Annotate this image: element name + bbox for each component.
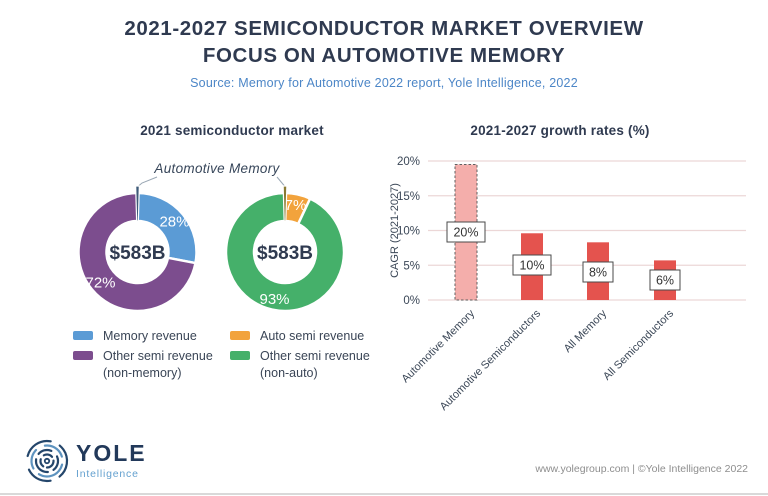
y-tick-label: 20% (397, 156, 420, 168)
x-category-label: All Semiconductors (601, 307, 676, 382)
title-line-2: FOCUS ON AUTOMOTIVE MEMORY (202, 43, 566, 67)
donut-slice-label: 72% (85, 275, 115, 292)
donut-center-label: $583B (110, 243, 166, 264)
logo-subtext: Intelligence (76, 468, 139, 480)
legend-memory: Memory revenue Other semi revenue (non-m… (73, 328, 213, 385)
bar-value-label: 6% (656, 274, 674, 288)
legend-label-line: Memory revenue (103, 329, 197, 343)
y-axis-label: CAGR (2021-2027) (389, 183, 401, 278)
logo-wordmark: YOLE (76, 440, 147, 466)
legend-label-line: Auto semi revenue (260, 329, 365, 343)
legend-label: Memory revenue (103, 328, 197, 344)
legend-swatch-other-semi-nonmemory (73, 351, 93, 361)
legend-label-line: (non-memory) (103, 365, 182, 380)
footer-credit: www.yolegroup.com | ©Yole Intelligence 2… (535, 463, 748, 475)
y-tick-label: 5% (403, 260, 420, 272)
legend-item-auto-semi-revenue: Auto semi revenue (230, 328, 370, 344)
donut-center-label: $583B (257, 243, 313, 264)
legend-label: Other semi revenue (non-auto) (260, 348, 370, 381)
donut-slice (224, 191, 346, 313)
annotation-line-right (276, 176, 285, 187)
donut-charts-svg: 28% 72% $583B 7% 93% $583B (77, 176, 346, 313)
legend-item-memory-revenue: Memory revenue (73, 328, 213, 344)
y-tick-label: 15% (397, 191, 420, 203)
bar-value-box (446, 221, 486, 243)
bar-section-title: 2021-2027 growth rates (%) (470, 123, 650, 138)
legend-swatch-memory-revenue (73, 331, 93, 340)
x-category-label: All Memory (562, 307, 610, 355)
yole-logo-icon (25, 439, 69, 483)
legend-label-line: Other semi revenue (103, 349, 213, 364)
donut-callout-sliver (282, 185, 288, 222)
automotive-memory-annotation: Automotive Memory (154, 161, 280, 176)
yole-logo: YOLE Intelligence (24, 438, 147, 484)
legend-item-other-semi-nonauto: Other semi revenue (non-auto) (230, 348, 370, 381)
donut-callout-sliver (135, 185, 140, 222)
legend-label-line: (non-auto) (260, 365, 318, 380)
yole-logo-text: YOLE Intelligence (76, 440, 147, 481)
donut-section-title: 2021 semiconductor market (140, 123, 324, 138)
legend-label: Auto semi revenue (260, 328, 364, 344)
source-subtitle: Source: Memory for Automotive 2022 repor… (190, 76, 578, 91)
legend-auto: Auto semi revenue Other semi revenue (no… (230, 328, 370, 385)
bar-chart-svg: 0% 5% 10% 15% 20% CAGR (2021-2027) Automotive … (389, 156, 746, 413)
donut-slice (77, 191, 197, 313)
bar-value-label: 20% (453, 226, 478, 240)
donut-slice-label: 93% (260, 291, 290, 308)
donut-slice (136, 191, 198, 265)
bar-value-box (512, 254, 552, 276)
bar-value-box (582, 261, 614, 283)
legend-swatch-auto-semi-revenue (230, 331, 250, 340)
bar-value-label: 10% (519, 259, 544, 273)
legend-label-line: Other semi revenue (260, 349, 370, 364)
annotation-line-left (138, 176, 158, 187)
y-tick-label: 0% (403, 295, 420, 307)
title-line-1: 2021-2027 SEMICONDUCTOR MARKET OVERVIEW (124, 17, 644, 40)
page-title: 2021-2027 SEMICONDUCTOR MARKET OVERVIEW … (0, 16, 768, 69)
header: 2021-2027 SEMICONDUCTOR MARKET OVERVIEW … (0, 16, 768, 90)
donut-slice-label: 7% (285, 197, 307, 214)
bar-value-label: 8% (589, 266, 607, 280)
bar-value-box (649, 269, 681, 291)
y-tick-label: 10% (397, 226, 420, 238)
bottom-divider (0, 493, 768, 495)
legend-swatch-other-semi-nonauto (230, 351, 250, 361)
x-category-label: Automotive Memory (399, 307, 477, 385)
legend-label: Other semi revenue (non-memory) (103, 348, 213, 381)
legend-item-other-semi-nonmemory: Other semi revenue (non-memory) (73, 348, 213, 381)
donut-slice-label: 28% (159, 213, 189, 230)
